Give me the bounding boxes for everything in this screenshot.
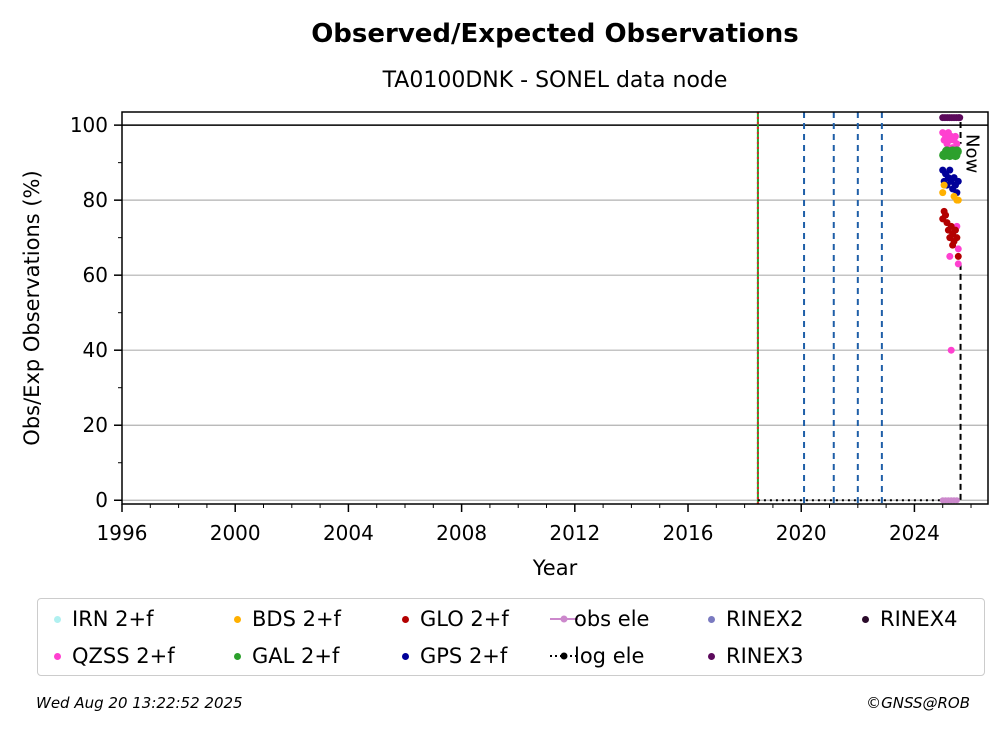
data-point: [951, 146, 962, 157]
data-point: [940, 181, 948, 189]
chart-subtitle: TA0100DNK - SONEL data node: [382, 68, 728, 93]
x-tick-label: 2016: [663, 521, 714, 545]
legend-marker: [234, 616, 241, 623]
data-point: [939, 189, 947, 197]
x-tick-label: 2000: [210, 521, 261, 545]
legend-label: RINEX3: [726, 644, 804, 668]
legend-marker: [54, 653, 61, 660]
data-point: [953, 140, 961, 148]
x-axis-label: Year: [532, 556, 578, 580]
legend-label: BDS 2+f: [252, 607, 341, 631]
data-point: [954, 177, 962, 185]
data-point: [946, 252, 954, 260]
data-point: [949, 241, 957, 249]
x-tick-label: 1996: [97, 521, 148, 545]
legend-marker: [708, 616, 715, 623]
legend-marker: [550, 652, 578, 660]
data-point: [954, 196, 962, 204]
y-tick-label: 40: [83, 338, 108, 362]
data-point: [953, 234, 961, 242]
x-tick-label: 2020: [776, 521, 827, 545]
data-point: [951, 132, 959, 140]
y-tick-label: 100: [70, 113, 108, 137]
plot-frame: [121, 111, 989, 505]
data-point: [953, 497, 960, 504]
legend-marker: [708, 653, 715, 660]
chart-title: Observed/Expected Observations: [311, 19, 799, 49]
legend-label: QZSS 2+f: [72, 644, 175, 668]
data-point: [951, 226, 959, 234]
x-tick-label: 2004: [323, 521, 374, 545]
x-tick-label: 2012: [549, 521, 600, 545]
legend-label: GLO 2+f: [420, 607, 509, 631]
data-point: [947, 346, 955, 354]
legend-marker: [54, 616, 61, 623]
data-point: [954, 245, 962, 253]
data-point: [946, 166, 954, 174]
legend-marker: [550, 615, 578, 623]
legend-label: RINEX4: [880, 607, 958, 631]
data-point: [954, 252, 962, 260]
now-label: Now: [962, 134, 983, 173]
legend-label: GAL 2+f: [252, 644, 340, 668]
footer-timestamp: Wed Aug 20 13:22:52 2025: [36, 694, 243, 712]
legend-label: GPS 2+f: [420, 644, 508, 668]
y-tick-label: 80: [83, 188, 108, 212]
legend-marker: [402, 653, 409, 660]
legend-label: log ele: [574, 644, 645, 668]
y-tick-label: 0: [95, 488, 108, 512]
data-point: [954, 260, 962, 268]
legend-marker: [862, 616, 869, 623]
legend-marker: [402, 616, 409, 623]
data-point: [942, 211, 950, 219]
legend-label: IRN 2+f: [72, 607, 154, 631]
y-axis-label: Obs/Exp Observations (%): [20, 170, 44, 445]
data-point: [956, 114, 964, 122]
footer-credit: ©GNSS@ROB: [866, 694, 970, 712]
legend: IRN 2+f QZSS 2+f BDS 2+f GAL 2+f GLO 2+f GPS …: [37, 598, 985, 676]
legend-label: obs ele: [574, 607, 650, 631]
y-tick-label: 20: [83, 413, 108, 437]
legend-marker: [234, 653, 241, 660]
x-tick-label: 2008: [436, 521, 487, 545]
legend-label: RINEX2: [726, 607, 804, 631]
x-tick-label: 2024: [889, 521, 940, 545]
y-tick-label: 60: [83, 263, 108, 287]
